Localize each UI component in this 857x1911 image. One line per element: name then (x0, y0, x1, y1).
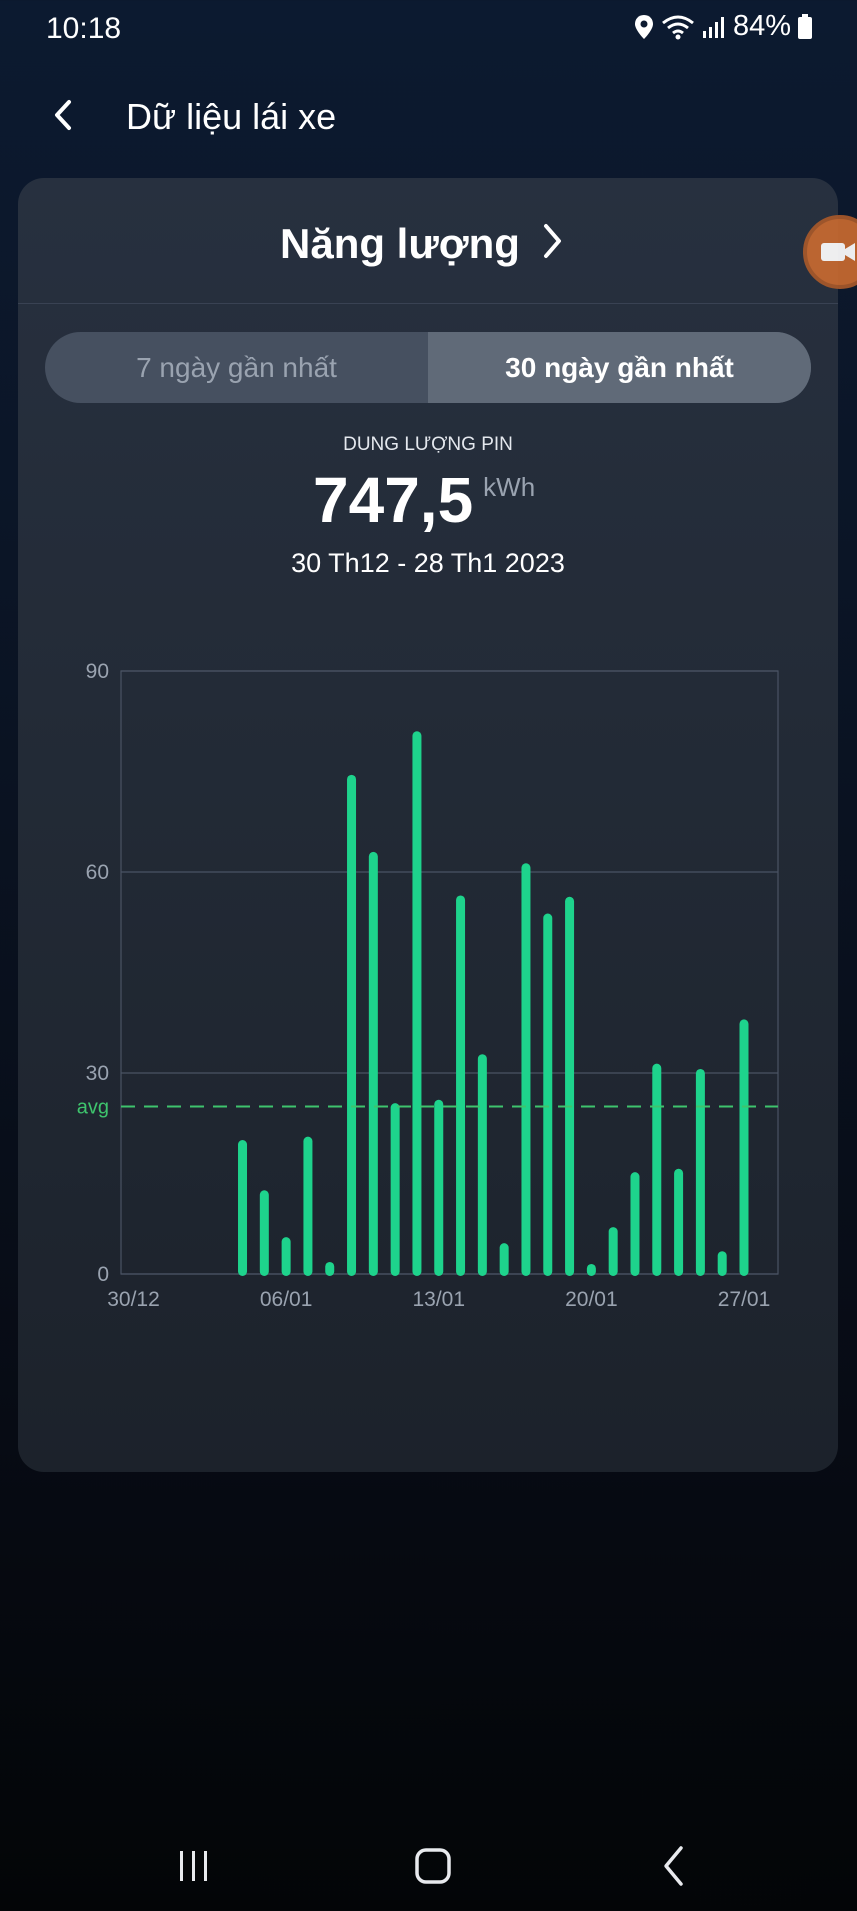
bar-05/01 (259, 1190, 269, 1276)
bar-12/01 (412, 731, 422, 1276)
x-tick-label: 13/01 (412, 1288, 465, 1311)
x-tick-label: 20/01 (565, 1288, 618, 1311)
bar-06/01 (281, 1237, 291, 1276)
card-title: Năng lượng (280, 220, 520, 267)
signal-icon (701, 15, 727, 39)
bar-22/01 (630, 1172, 640, 1276)
video-camera-icon (821, 243, 855, 261)
metric-unit: kWh (483, 472, 536, 502)
bar-10/01 (368, 851, 378, 1276)
chevron-right-icon (544, 224, 561, 258)
bar-26/01 (717, 1251, 727, 1276)
wifi-icon (661, 14, 695, 40)
tab-7-days[interactable]: 7 ngày gần nhất (136, 351, 337, 383)
bar-09/01 (347, 774, 357, 1276)
status-time: 10:18 (46, 12, 122, 45)
system-nav-bar (0, 1820, 857, 1911)
recent-apps-icon (180, 1851, 207, 1881)
battery-icon (797, 13, 813, 40)
bar-14/01 (456, 895, 466, 1276)
bar-16/01 (499, 1243, 509, 1276)
bar-23/01 (652, 1063, 662, 1276)
date-range: 30 Th12 - 28 Th1 2023 (291, 548, 565, 578)
metric-label: DUNG LƯỢNG PIN (343, 434, 513, 455)
bar-21/01 (608, 1227, 618, 1276)
energy-bar-chart: 0 30 60 90 avg 30/12 06/01 13/01 20/01 27/01 (77, 660, 779, 1311)
back-button[interactable] (38, 90, 88, 140)
screen-record-button[interactable] (803, 215, 857, 289)
bar-04/01 (238, 1140, 248, 1276)
tab-30-days[interactable]: 30 ngày gần nhất (428, 332, 811, 403)
bar-08/01 (325, 1261, 335, 1276)
y-tick-label: 60 (86, 861, 109, 884)
battery-percent: 84% (732, 10, 791, 42)
y-tick-label: 0 (97, 1263, 109, 1286)
avg-label: avg (77, 1097, 109, 1119)
period-tabs: 7 ngày gần nhất 30 ngày gần nhất (45, 332, 811, 403)
bar-17/01 (521, 863, 531, 1276)
bar-07/01 (303, 1136, 313, 1276)
bar-18/01 (543, 913, 553, 1276)
status-icons: 84% (633, 10, 813, 43)
metric-value: 747,5 (313, 464, 474, 536)
nav-back-button[interactable] (634, 1836, 714, 1896)
y-tick-label: 90 (86, 660, 109, 683)
app-header: Dữ liệu lái xe (0, 80, 857, 156)
page-title: Dữ liệu lái xe (126, 96, 337, 137)
bar-20/01 (586, 1263, 596, 1276)
home-icon (415, 1848, 451, 1884)
bar-24/01 (674, 1168, 684, 1276)
card-header[interactable]: Năng lượng (18, 178, 838, 304)
x-tick-label: 06/01 (260, 1288, 313, 1311)
back-arrow-icon (664, 1846, 683, 1886)
bar-15/01 (477, 1054, 487, 1276)
energy-card: Năng lượng 7 ngày gần nhất 30 ngày gần n… (18, 178, 838, 1472)
x-tick-label: 27/01 (718, 1288, 771, 1311)
bar-19/01 (565, 896, 575, 1276)
bar-27/01 (739, 1019, 749, 1276)
y-tick-label: 30 (86, 1062, 109, 1085)
x-tick-label: 30/12 (107, 1288, 160, 1311)
bar-13/01 (434, 1099, 444, 1276)
recent-apps-button[interactable] (154, 1836, 234, 1896)
metric-row: 747,5 kWh (313, 468, 535, 532)
chevron-left-icon (55, 100, 71, 130)
status-bar: 10:18 84% (0, 0, 857, 60)
home-button[interactable] (393, 1836, 473, 1896)
bar-11/01 (390, 1103, 400, 1276)
location-icon (633, 14, 655, 40)
bar-25/01 (695, 1068, 705, 1276)
